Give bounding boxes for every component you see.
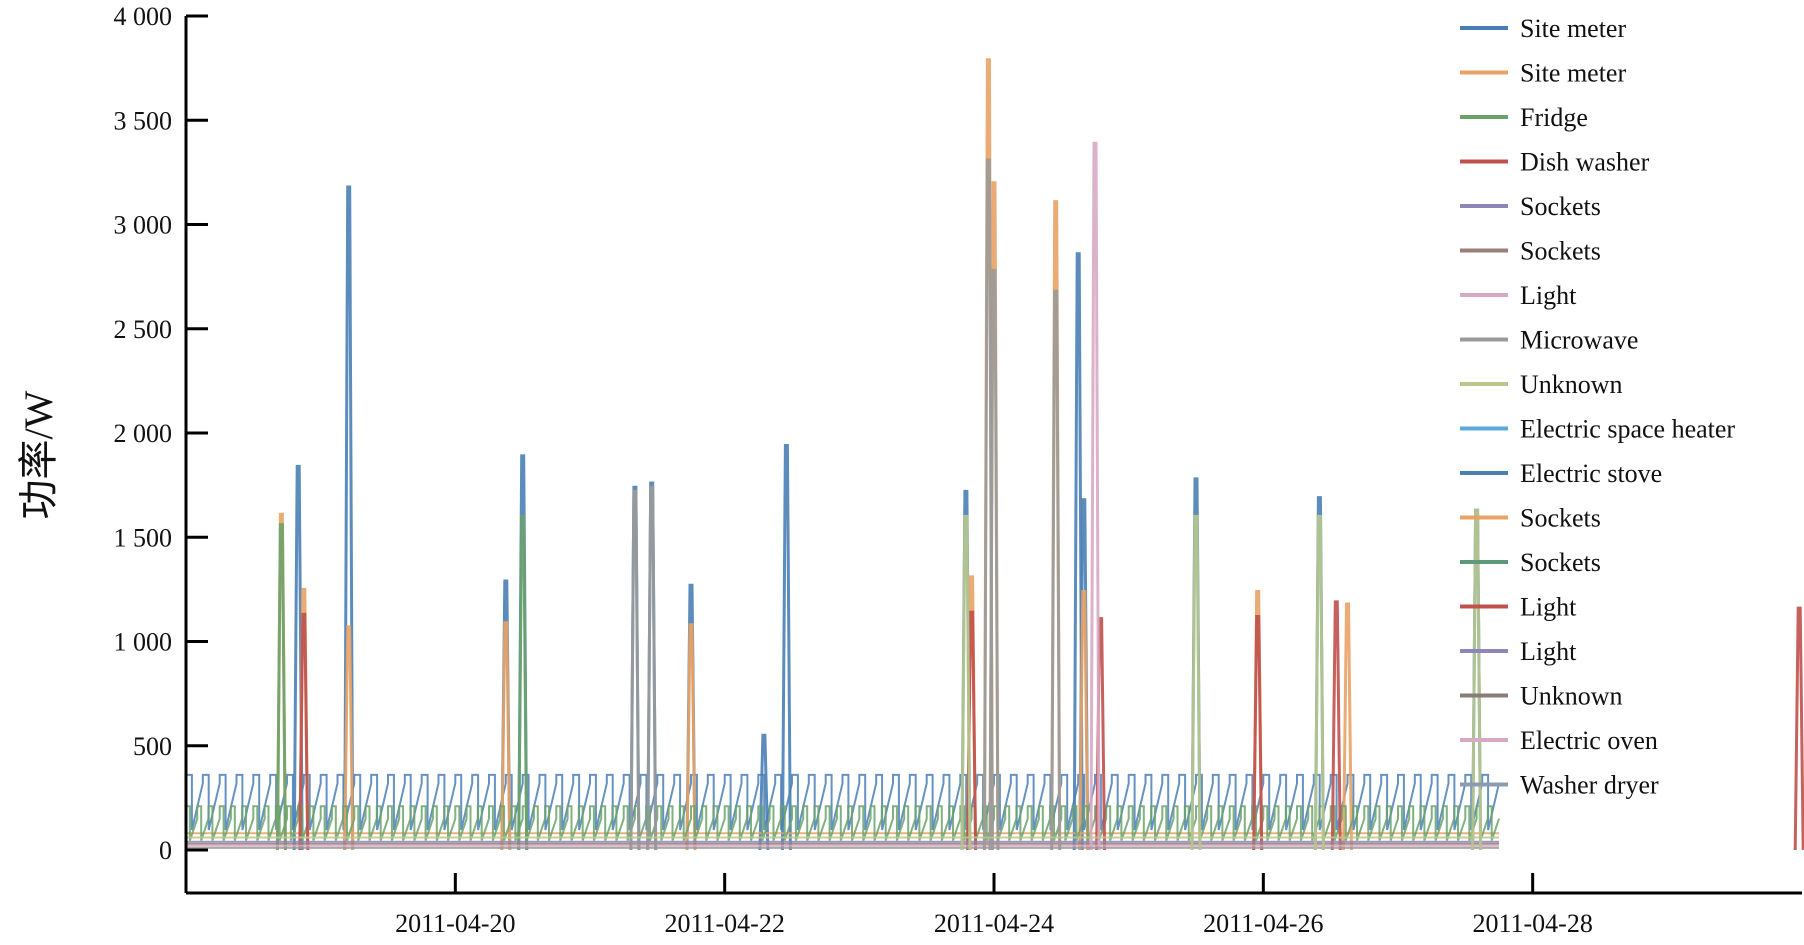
series-peak bbox=[1050, 289, 1062, 851]
y-ticks: 0 500 1 000 1 500 2 000 2 500 3 000 3 500 4 000 bbox=[114, 2, 208, 865]
series-peak bbox=[275, 523, 287, 851]
series-peak bbox=[1252, 615, 1264, 851]
legend-label: Light bbox=[1520, 281, 1577, 310]
plot-area bbox=[185, 58, 1804, 851]
legend-label: Microwave bbox=[1520, 326, 1638, 355]
series-0 bbox=[185, 185, 1500, 851]
y-tick-label: 4 000 bbox=[114, 2, 173, 31]
series-peak bbox=[780, 444, 792, 851]
legend-item: Sockets bbox=[1460, 548, 1601, 577]
y-axis-label: 功率/W bbox=[16, 390, 61, 519]
legend-label: Fridge bbox=[1520, 103, 1588, 132]
legend-item: Light bbox=[1460, 637, 1577, 666]
x-tick-label: 2011-04-20 bbox=[395, 909, 515, 938]
x-tick-label: 2011-04-24 bbox=[934, 909, 1054, 938]
legend-item: Unknown bbox=[1460, 370, 1623, 399]
y-tick-label: 1 500 bbox=[114, 523, 173, 552]
legend-label: Light bbox=[1520, 593, 1577, 622]
legend-item: Electric oven bbox=[1460, 726, 1658, 755]
legend-item: Sockets bbox=[1460, 504, 1601, 533]
series-peak bbox=[646, 485, 658, 851]
legend-label: Site meter bbox=[1520, 14, 1626, 43]
legend-item: Light bbox=[1460, 281, 1577, 310]
legend-item: Electric stove bbox=[1460, 459, 1662, 488]
series-peak bbox=[1342, 602, 1353, 851]
series-peak bbox=[1793, 606, 1804, 851]
series-peak bbox=[1313, 514, 1325, 851]
x-tick-label: 2011-04-28 bbox=[1472, 909, 1592, 938]
x-tick-label: 2011-04-22 bbox=[664, 909, 784, 938]
y-tick-label: 2 000 bbox=[114, 419, 173, 448]
legend-label: Sockets bbox=[1520, 237, 1601, 266]
legend-label: Unknown bbox=[1520, 682, 1623, 711]
legend-item: Microwave bbox=[1460, 326, 1638, 355]
legend-item: Electric space heater bbox=[1460, 415, 1735, 444]
series-peak bbox=[1330, 600, 1342, 851]
series-peak bbox=[758, 733, 770, 851]
legend-label: Electric oven bbox=[1520, 726, 1658, 755]
series-7 bbox=[186, 158, 1499, 851]
y-tick-label: 0 bbox=[159, 836, 172, 865]
series-peak bbox=[1078, 590, 1090, 851]
series-peak bbox=[298, 612, 310, 851]
series-1 bbox=[186, 58, 1499, 851]
series-peak bbox=[1072, 252, 1084, 851]
legend-label: Unknown bbox=[1520, 370, 1623, 399]
series-peak bbox=[960, 514, 972, 851]
legend-label: Electric stove bbox=[1520, 459, 1662, 488]
y-tick-label: 3 000 bbox=[114, 211, 173, 240]
series-peak bbox=[988, 268, 1000, 851]
legend-item: Washer dryer bbox=[1460, 771, 1659, 800]
y-tick-label: 3 500 bbox=[114, 106, 173, 135]
series-8 bbox=[186, 508, 1499, 851]
legend-label: Dish washer bbox=[1520, 148, 1650, 177]
legend-label: Site meter bbox=[1520, 59, 1626, 88]
series-peak bbox=[629, 489, 641, 851]
y-tick-label: 500 bbox=[133, 732, 172, 761]
legend-item: Sockets bbox=[1460, 237, 1601, 266]
legend-label: Sockets bbox=[1520, 548, 1601, 577]
x-ticks: 2011-04-20 2011-04-22 2011-04-24 2011-04-26… bbox=[395, 873, 1593, 938]
series-peak bbox=[685, 623, 697, 851]
legend-item: Unknown bbox=[1460, 682, 1623, 711]
legend-item: Site meter bbox=[1460, 14, 1626, 43]
y-tick-label: 1 000 bbox=[114, 628, 173, 657]
legend-label: Electric space heater bbox=[1520, 415, 1735, 444]
legend-item: Dish washer bbox=[1460, 148, 1650, 177]
legend-label: Light bbox=[1520, 637, 1577, 666]
series-peak bbox=[500, 621, 512, 851]
series-peak bbox=[1471, 508, 1483, 851]
series-3 bbox=[298, 600, 1804, 851]
series-peak bbox=[1190, 514, 1202, 851]
series-line bbox=[185, 773, 1500, 831]
series-peak bbox=[517, 514, 529, 851]
series-peak bbox=[343, 185, 355, 851]
series-2 bbox=[185, 514, 1500, 851]
legend-item: Sockets bbox=[1460, 192, 1601, 221]
x-tick-label: 2011-04-26 bbox=[1203, 909, 1323, 938]
series-peak bbox=[1089, 141, 1101, 851]
legend: Site meter Site meter Fridge Dish washer Soc… bbox=[1460, 14, 1735, 800]
series-line bbox=[185, 805, 1500, 841]
legend-item: Fridge bbox=[1460, 103, 1588, 132]
legend-label: Sockets bbox=[1520, 504, 1601, 533]
legend-item: Light bbox=[1460, 593, 1577, 622]
series-peak bbox=[343, 625, 355, 851]
legend-label: Washer dryer bbox=[1520, 771, 1659, 800]
y-tick-label: 2 500 bbox=[114, 315, 173, 344]
series-6 bbox=[186, 141, 1499, 851]
legend-item: Site meter bbox=[1460, 59, 1626, 88]
legend-label: Sockets bbox=[1520, 192, 1601, 221]
